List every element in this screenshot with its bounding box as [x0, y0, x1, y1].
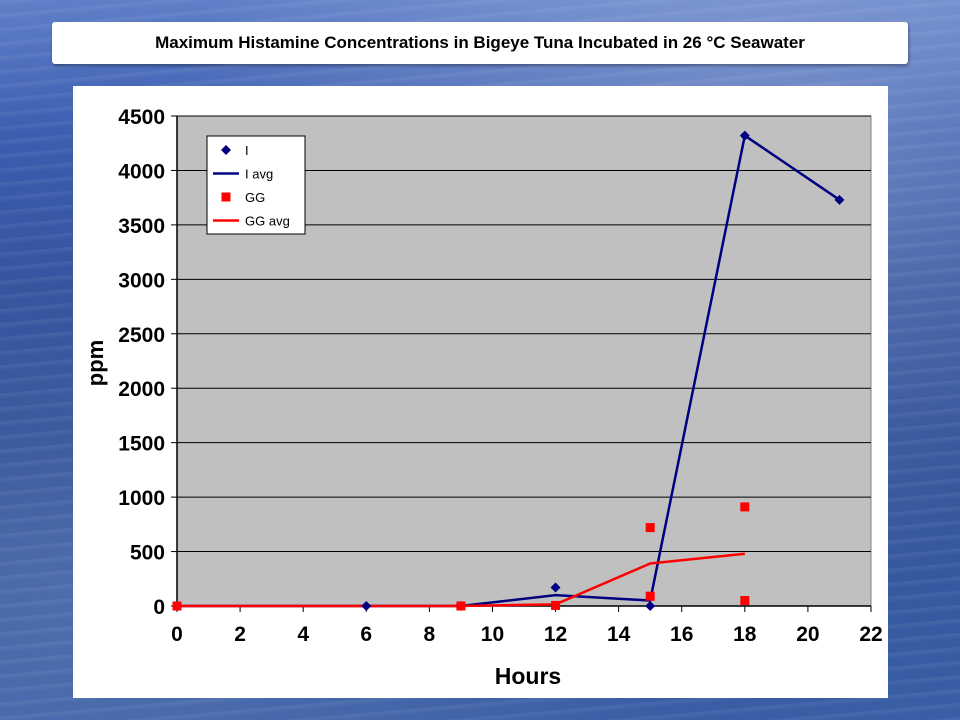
data-point-gg: [645, 523, 655, 533]
x-tick-label: 14: [607, 623, 631, 646]
data-point-i: [834, 194, 845, 205]
data-point-gg: [172, 601, 182, 611]
data-point-i: [739, 130, 750, 141]
y-tick-label: 4000: [118, 160, 165, 183]
series-group: [172, 130, 845, 611]
legend: I I avg GG GG avg: [206, 135, 306, 235]
chart-area: 0 500 1000 1500 2000 2500 3000 3500 4000 4500 0 2 4…: [73, 86, 888, 698]
data-point-i: [645, 601, 656, 611]
x-tick-label: 2: [234, 623, 246, 646]
data-point-gg: [456, 601, 466, 611]
data-point-gg: [645, 591, 655, 601]
x-tick-label: 22: [859, 623, 882, 646]
x-tick-label: 0: [171, 623, 183, 646]
x-tick-label: 4: [297, 623, 309, 646]
legend-swatch: [221, 145, 231, 155]
x-tick-label: 16: [670, 623, 693, 646]
y-tick-label: 0: [153, 596, 165, 619]
legend-label: GG avg: [245, 214, 290, 229]
data-point-gg: [740, 596, 750, 606]
data-point-i: [550, 582, 561, 593]
x-tick-label: 8: [424, 623, 436, 646]
data-point-gg: [740, 502, 750, 512]
x-axis-label: Hours: [495, 663, 561, 689]
x-tick-label: 18: [733, 623, 757, 646]
chart: 0 500 1000 1500 2000 2500 3000 3500 4000 4500 0 2 4…: [83, 106, 883, 689]
title-box: Maximum Histamine Concentrations in Bige…: [52, 22, 908, 64]
legend-label: I: [245, 143, 249, 158]
data-point-i: [361, 601, 372, 611]
y-tick-labels: 0 500 1000 1500 2000 2500 3000 3500 4000 4500: [118, 106, 165, 619]
y-tick-label: 2000: [118, 378, 165, 401]
x-tick-label: 12: [544, 623, 567, 646]
y-tick-label: 3000: [118, 269, 165, 292]
y-tick-label: 2500: [118, 324, 165, 347]
y-tick-label: 1000: [118, 487, 165, 510]
y-tick-label: 1500: [118, 433, 165, 456]
y-axis-label: ppm: [83, 340, 108, 386]
legend-box: [206, 135, 306, 235]
legend-label: GG: [245, 190, 265, 205]
legend-label: I avg: [245, 167, 273, 182]
y-tick-label: 500: [130, 542, 165, 565]
x-tick-labels: 0 2 4 6 8 10 12 14 16 18 20 22: [171, 623, 883, 646]
y-tick-label: 4500: [118, 106, 165, 129]
x-tick-label: 20: [796, 623, 819, 646]
x-tick-label: 10: [481, 623, 504, 646]
x-tick-label: 6: [360, 623, 372, 646]
data-point-gg: [551, 600, 561, 610]
slide-title: Maximum Histamine Concentrations in Bige…: [155, 33, 805, 52]
legend-swatch: [221, 192, 231, 202]
y-tick-label: 3500: [118, 215, 165, 238]
